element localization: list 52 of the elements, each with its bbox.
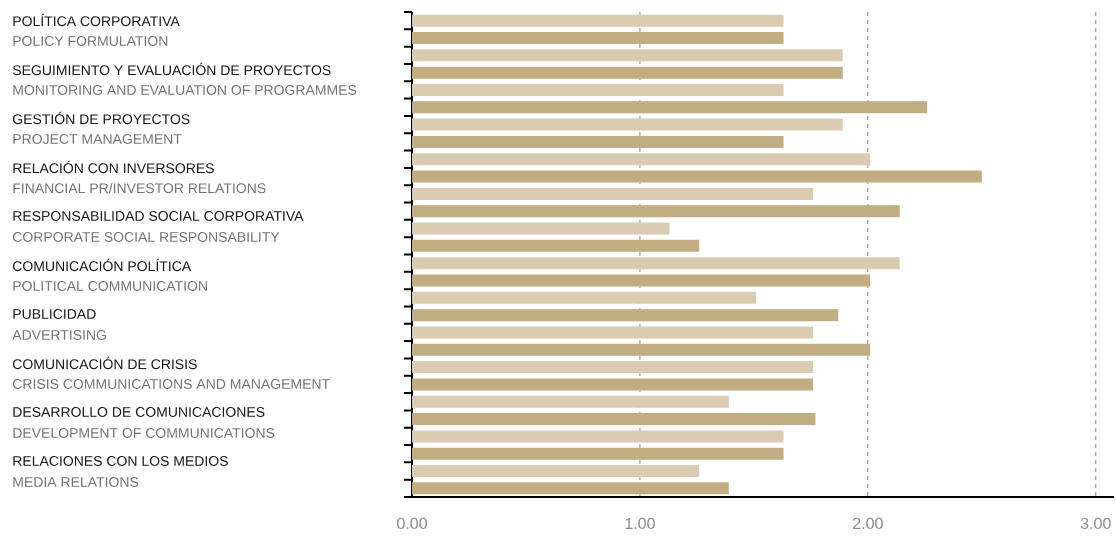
bar: [412, 222, 670, 235]
bar: [412, 343, 871, 356]
bar: [412, 239, 700, 252]
bar: [412, 205, 900, 218]
bar: [412, 395, 729, 408]
text: DEVELOPMENT OF COMMUNICATIONS: [13, 428, 275, 438]
text: RELACIÓN CON INVERSORES: [13, 160, 214, 174]
bar: [412, 447, 784, 460]
bar: [412, 170, 982, 183]
bar: [412, 361, 814, 374]
bar: [412, 118, 843, 131]
bar: [412, 413, 816, 426]
text: CRISIS COMMUNICATIONS AND MANAGEMENT: [12, 379, 330, 389]
text: RESPONSABILIDAD SOCIAL CORPORATIVA: [13, 211, 304, 221]
bar: [412, 135, 784, 148]
text: GESTIÓN DE PROYECTOS: [12, 111, 190, 125]
bar: [412, 49, 843, 62]
bar: [412, 31, 784, 44]
bar: [412, 187, 814, 200]
x-tick-label: 3.00: [1080, 517, 1111, 530]
text: MONITORING AND EVALUATION OF PROGRAMMES: [13, 85, 357, 95]
bar: [412, 378, 814, 391]
text: PUBLICIDAD: [13, 309, 96, 319]
bar: [412, 83, 784, 96]
bar: [412, 66, 843, 79]
text: RELACIONES CON LOS MEDIOS: [13, 456, 228, 466]
text: ADVERTISING: [12, 330, 106, 340]
text: POLICY FORMULATION: [13, 36, 168, 46]
x-tick-label: 1.00: [625, 517, 655, 530]
bar: [412, 430, 784, 443]
text: SEGUIMIENTO Y EVALUACIÓN DE PROYECTOS: [12, 62, 331, 76]
text: POLÍTICA CORPORATIVA: [13, 13, 180, 27]
text: PROJECT MANAGEMENT: [13, 134, 182, 144]
text: DESARROLLO DE COMUNICACIONES: [13, 407, 265, 417]
bar: [412, 257, 900, 270]
x-tick-label: 0.00: [397, 517, 427, 530]
x-tick-label: 2.00: [853, 517, 883, 530]
bar: [412, 482, 729, 495]
bar: [412, 465, 700, 478]
bar: [412, 101, 928, 114]
text: MEDIA RELATIONS: [13, 477, 139, 487]
bar: [412, 14, 784, 27]
text: FINANCIAL PR/INVESTOR RELATIONS: [13, 182, 266, 194]
text: COMUNICACIÓN POLÍTICA: [12, 258, 192, 272]
text: POLITICAL COMMUNICATION: [13, 281, 207, 291]
bar: [412, 291, 757, 304]
bar: [412, 309, 839, 322]
bar: [412, 153, 871, 166]
text: CORPORATE SOCIAL RESPONSABILITY: [12, 232, 280, 242]
bar: [412, 326, 814, 339]
text: COMUNICACIÓN DE CRISIS: [12, 356, 197, 370]
bar: [412, 274, 871, 287]
